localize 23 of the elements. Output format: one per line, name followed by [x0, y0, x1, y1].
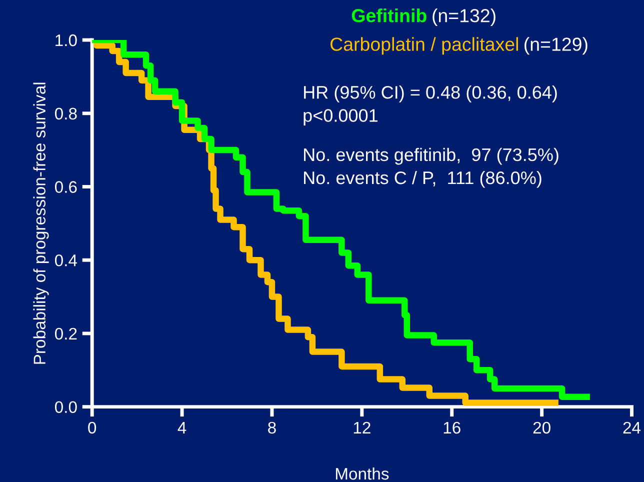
annotation: No. events C / P, 111 (86.0%) [304, 170, 542, 188]
x-tick-label: 4 [178, 422, 186, 434]
text: Gefitinib [352, 8, 426, 22]
y-tick-label: 0.6 [54, 181, 77, 193]
text: Carboplatin / paclitaxel [330, 37, 518, 55]
x-tick-label: 24 [623, 422, 641, 434]
y-tick-label: 0.4 [54, 254, 78, 266]
annotation: No. events gefitinib, 97 (73.5%) [304, 148, 558, 165]
x-tick-label: 20 [533, 422, 550, 434]
y-tick-label: 0.0 [54, 401, 77, 414]
text: (n=132) [432, 8, 496, 26]
annotation: HR (95% CI) = 0.48 (0.36, 0.64) [304, 86, 557, 102]
x-tick-label: 12 [354, 422, 370, 434]
annotation: p<0.0001 [304, 109, 378, 126]
y-tick-label: 1.0 [56, 34, 77, 46]
y-axis-title: Probability of progression-free survival [33, 82, 49, 364]
x-tick-label: 8 [268, 422, 276, 434]
annotation: (n=129) [524, 37, 588, 55]
y-tick-label: 0.2 [54, 328, 77, 340]
x-tick-label: 16 [444, 422, 460, 434]
x-tick-label: 0 [88, 422, 96, 434]
x-axis-title: Months [336, 467, 389, 480]
y-tick-label: 0.8 [54, 108, 77, 120]
